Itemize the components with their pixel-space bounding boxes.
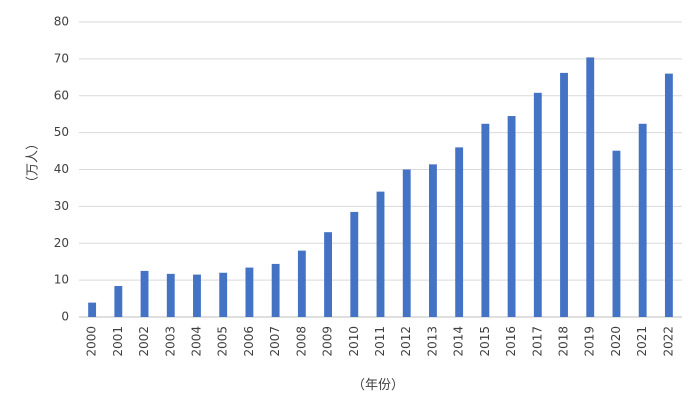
bar-2011 bbox=[376, 191, 385, 317]
bar-2005 bbox=[219, 272, 228, 317]
bar-2009 bbox=[324, 232, 332, 317]
y-axis-ticks: 0 10 20 30 40 50 60 70 80 bbox=[54, 15, 69, 324]
y-tick-label: 30 bbox=[54, 199, 69, 213]
bar-2017 bbox=[533, 92, 542, 317]
y-tick-label: 50 bbox=[54, 125, 69, 139]
bar-2013 bbox=[429, 164, 437, 317]
x-tick-label: 2017 bbox=[530, 326, 544, 357]
x-tick-label: 2013 bbox=[425, 326, 439, 357]
bar-2018 bbox=[560, 72, 568, 317]
x-tick-label: 2018 bbox=[557, 326, 571, 357]
y-tick-label: 60 bbox=[54, 88, 69, 102]
x-tick-label: 2009 bbox=[321, 326, 335, 357]
bar-2006 bbox=[245, 267, 254, 317]
x-tick-label: 2003 bbox=[163, 326, 177, 357]
bar-2004 bbox=[193, 274, 201, 317]
bar-2014 bbox=[455, 147, 464, 317]
y-tick-label: 80 bbox=[54, 15, 69, 29]
x-tick-label: 2002 bbox=[137, 326, 151, 357]
x-tick-label: 2010 bbox=[347, 326, 361, 357]
x-tick-label: 2015 bbox=[478, 326, 492, 357]
bar-2012 bbox=[402, 169, 411, 317]
bar-2021 bbox=[638, 123, 647, 318]
x-tick-label: 2012 bbox=[399, 326, 413, 357]
x-axis-title: （年份） bbox=[352, 378, 404, 393]
gridlines bbox=[79, 21, 682, 318]
x-tick-label: 2004 bbox=[189, 326, 203, 357]
bar-2007 bbox=[271, 263, 280, 317]
bar-2019 bbox=[586, 57, 595, 318]
bar-2015 bbox=[481, 123, 490, 318]
bar-2008 bbox=[297, 250, 306, 317]
x-tick-label: 2020 bbox=[609, 326, 623, 357]
x-tick-label: 2006 bbox=[242, 326, 256, 357]
bar-2010 bbox=[350, 211, 359, 317]
bar-2022 bbox=[664, 73, 673, 317]
x-tick-label: 2007 bbox=[268, 326, 282, 357]
x-tick-label: 2016 bbox=[504, 326, 518, 357]
bar-2003 bbox=[166, 273, 175, 317]
bar-2016 bbox=[507, 116, 516, 317]
bar-2020 bbox=[612, 150, 621, 317]
bars bbox=[88, 57, 673, 318]
y-tick-label: 0 bbox=[61, 310, 69, 324]
bar-2002 bbox=[140, 270, 149, 317]
x-tick-label: 2019 bbox=[583, 326, 597, 357]
bar-2001 bbox=[114, 286, 123, 317]
x-tick-label: 2022 bbox=[661, 326, 675, 357]
x-tick-label: 2000 bbox=[85, 326, 99, 357]
x-tick-label: 2001 bbox=[111, 326, 125, 357]
y-tick-label: 40 bbox=[54, 162, 69, 176]
y-tick-label: 10 bbox=[54, 273, 69, 287]
y-tick-label: 70 bbox=[54, 51, 69, 65]
x-tick-label: 2005 bbox=[216, 326, 230, 357]
x-tick-label: 2008 bbox=[294, 326, 308, 357]
x-axis-ticks: 2000 2001 2002 2003 2004 2005 2006 2007 2008 2009… bbox=[85, 326, 676, 357]
x-tick-label: 2021 bbox=[635, 326, 649, 357]
bar-2000 bbox=[88, 302, 97, 317]
x-tick-label: 2011 bbox=[373, 326, 387, 357]
y-axis-title: （万人） bbox=[26, 137, 41, 189]
x-tick-label: 2014 bbox=[452, 326, 466, 357]
y-tick-label: 20 bbox=[54, 236, 69, 250]
